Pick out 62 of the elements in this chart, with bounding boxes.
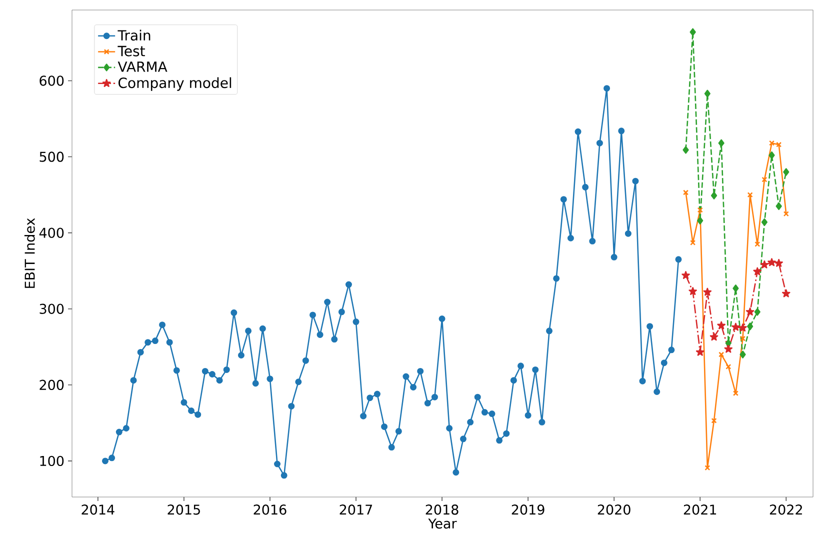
y-tick-label: 300 [40,304,64,314]
point [732,390,738,396]
point [776,202,782,210]
point [688,287,697,295]
legend-label: Company model [118,77,232,91]
point [718,352,724,358]
point [774,258,783,267]
point [718,139,724,147]
point [783,168,790,176]
x-tick-label: 2017 [340,504,372,515]
point [703,288,712,296]
point [740,350,746,358]
point [746,308,754,316]
legend-label: Train [118,30,150,41]
x-tick-label: 2020 [598,504,630,515]
y-tick-label: 400 [39,228,64,238]
x-tick-label: 2022 [770,504,802,515]
legend-label: VARMA [118,62,168,72]
point [760,260,769,268]
point [753,267,762,276]
point [690,240,696,246]
point [754,308,760,316]
point [697,207,703,213]
x-axis-title: Year [428,518,457,529]
point [710,192,718,200]
x-tick-label: 2019 [512,504,544,515]
y-tick-label: 100 [40,456,64,466]
point [768,151,775,160]
y-tick-label: 200 [40,380,64,390]
legend-label: Test [118,46,145,56]
point [732,284,739,292]
point [725,339,732,347]
point [704,465,710,471]
y-tick-label: 600 [40,76,64,86]
point [710,332,718,341]
x-tick-label: 2021 [684,504,716,515]
point [762,176,768,182]
point [768,258,776,266]
point [696,348,704,356]
point [761,218,768,226]
x-tick-label: 2014 [82,504,114,515]
point [682,146,689,154]
point [724,344,733,353]
point [738,324,747,332]
point [726,364,732,370]
point [697,216,704,224]
point [711,418,717,424]
point [782,289,790,298]
point [754,241,760,247]
x-tick-label: 2018 [426,504,458,515]
point [747,322,754,330]
y-tick-label: 500 [40,152,64,162]
point [690,28,696,36]
x-tick-label: 2015 [168,504,200,515]
x-tick-label: 2016 [254,504,286,515]
point [704,90,710,98]
point [740,336,746,342]
y-axis-title: EBIT Index [24,218,35,288]
point [717,321,726,330]
point [747,192,753,198]
point [682,271,690,280]
point [732,322,740,331]
